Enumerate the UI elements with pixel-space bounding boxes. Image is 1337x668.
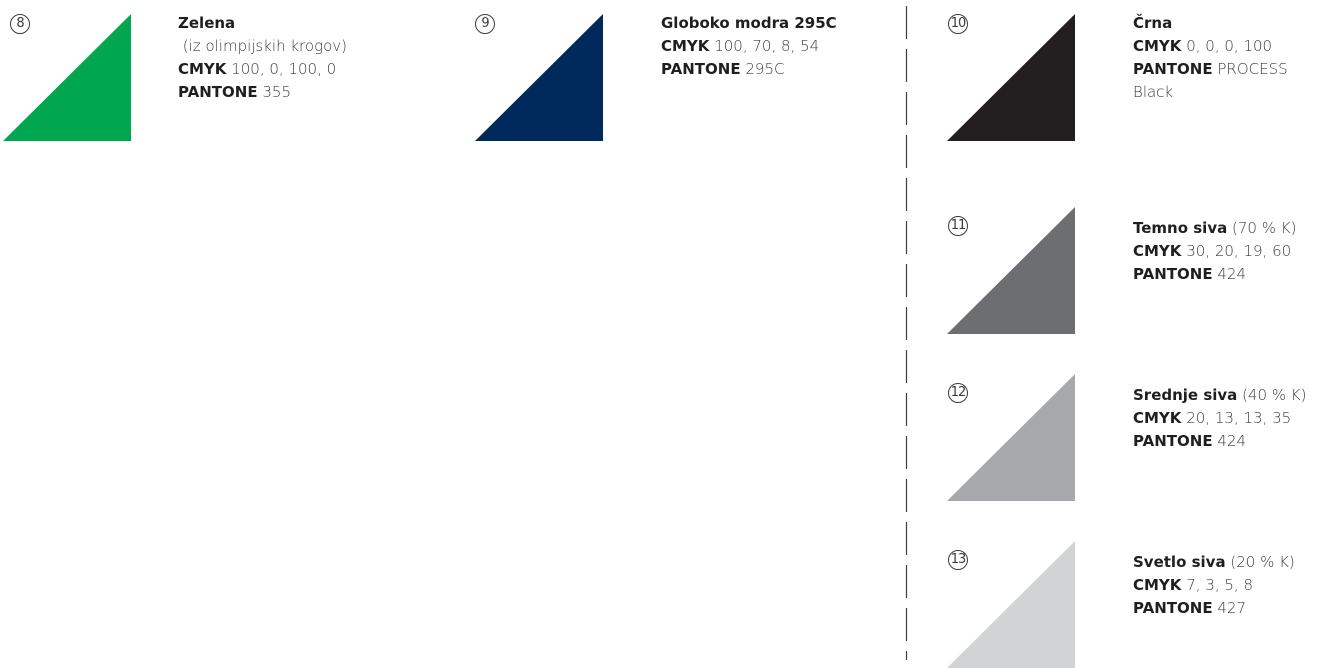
color-triangle bbox=[947, 541, 1075, 668]
swatch-number-badge: 8 bbox=[10, 14, 30, 34]
color-name: Globoko modra 295C bbox=[661, 14, 837, 32]
triangle-fill bbox=[947, 374, 1075, 501]
cmyk-value: 30, 20, 19, 60 bbox=[1186, 242, 1292, 260]
color-triangle bbox=[947, 374, 1075, 501]
cmyk-label: CMYK bbox=[1133, 409, 1182, 427]
swatch-info: Črna CMYK 0, 0, 0, 100 PANTONE PROCESS B… bbox=[1133, 12, 1288, 104]
cmyk-value: 100, 70, 8, 54 bbox=[714, 37, 820, 55]
color-triangle bbox=[947, 207, 1075, 334]
swatch-info: Srednje siva (40 % K) CMYK 20, 13, 13, 3… bbox=[1133, 384, 1307, 453]
swatch-number-badge: 12 bbox=[948, 383, 968, 403]
cmyk-label: CMYK bbox=[661, 37, 710, 55]
swatch-info: Zelena (iz olimpijskih krogov) CMYK 100,… bbox=[178, 12, 347, 104]
triangle-fill bbox=[947, 207, 1075, 334]
cmyk-value: 20, 13, 13, 35 bbox=[1186, 409, 1292, 427]
color-suffix: (20 % K) bbox=[1230, 553, 1295, 571]
pantone-value: 424 bbox=[1217, 265, 1246, 283]
swatch-info: Globoko modra 295C CMYK 100, 70, 8, 54 P… bbox=[661, 12, 837, 81]
triangle-fill bbox=[947, 14, 1075, 141]
pantone-label: PANTONE bbox=[178, 83, 258, 101]
color-name: Svetlo siva bbox=[1133, 553, 1226, 571]
pantone-value: 427 bbox=[1217, 599, 1246, 617]
color-suffix: (70 % K) bbox=[1232, 219, 1297, 237]
pantone-value: 295C bbox=[745, 60, 785, 78]
color-name: Temno siva bbox=[1133, 219, 1228, 237]
swatch-info: Temno siva (70 % K) CMYK 30, 20, 19, 60 … bbox=[1133, 217, 1296, 286]
cmyk-label: CMYK bbox=[1133, 576, 1182, 594]
cmyk-value: 7, 3, 5, 8 bbox=[1186, 576, 1253, 594]
triangle-fill bbox=[475, 14, 603, 141]
dashed-divider bbox=[905, 6, 908, 660]
cmyk-label: CMYK bbox=[1133, 242, 1182, 260]
color-suffix: (40 % K) bbox=[1242, 386, 1307, 404]
swatch-number-badge: 9 bbox=[475, 14, 495, 34]
color-note: (iz olimpijskih krogov) bbox=[182, 37, 347, 55]
color-triangle bbox=[3, 14, 131, 141]
cmyk-value: 100, 0, 100, 0 bbox=[231, 60, 337, 78]
triangle-fill bbox=[3, 14, 131, 141]
color-name: Črna bbox=[1133, 14, 1173, 32]
pantone-label: PANTONE bbox=[661, 60, 741, 78]
color-triangle bbox=[947, 14, 1075, 141]
pantone-value-cont: Black bbox=[1133, 83, 1174, 101]
color-name: Zelena bbox=[178, 14, 236, 32]
color-triangle bbox=[475, 14, 603, 141]
pantone-label: PANTONE bbox=[1133, 599, 1213, 617]
triangle-fill bbox=[947, 541, 1075, 668]
swatch-number-badge: 11 bbox=[948, 216, 968, 236]
pantone-value: 355 bbox=[262, 83, 291, 101]
pantone-value: 424 bbox=[1217, 432, 1246, 450]
cmyk-label: CMYK bbox=[1133, 37, 1182, 55]
pantone-value: PROCESS bbox=[1217, 60, 1288, 78]
swatch-number-badge: 10 bbox=[948, 14, 968, 34]
swatch-info: Svetlo siva (20 % K) CMYK 7, 3, 5, 8 PAN… bbox=[1133, 551, 1295, 620]
swatch-number-badge: 13 bbox=[948, 550, 968, 570]
cmyk-value: 0, 0, 0, 100 bbox=[1186, 37, 1273, 55]
pantone-label: PANTONE bbox=[1133, 60, 1213, 78]
pantone-label: PANTONE bbox=[1133, 265, 1213, 283]
cmyk-label: CMYK bbox=[178, 60, 227, 78]
pantone-label: PANTONE bbox=[1133, 432, 1213, 450]
color-name: Srednje siva bbox=[1133, 386, 1238, 404]
